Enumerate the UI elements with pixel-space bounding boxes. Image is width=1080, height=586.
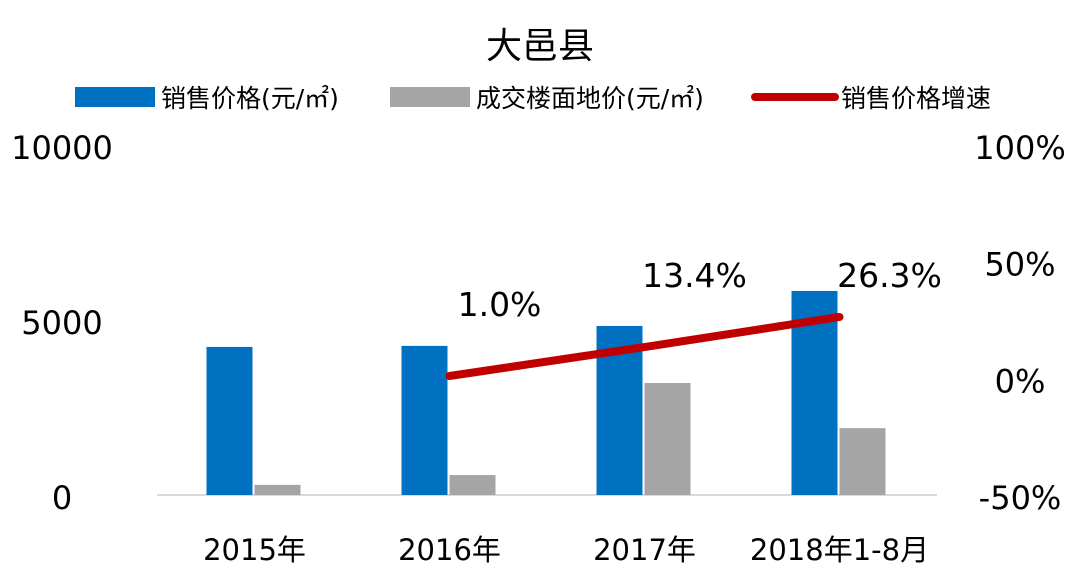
legend-label: 销售价格(元/㎡) [161,84,339,113]
growth-line: 1.0% 13.4% 26.3% [445,256,942,380]
bar-land-price [839,428,886,495]
right-axis: -50% 0% 50% 100% [974,129,1065,517]
legend-swatch [75,87,155,107]
growth-data-label: 13.4% [642,256,747,295]
growth-data-label: 1.0% [458,285,542,324]
legend-label: 销售价格增速 [841,84,991,113]
bar-land-price [644,383,691,495]
right-tick-label: -50% [979,479,1062,517]
bar-sales-price [401,345,448,495]
x-axis-labels: 2015年 2016年 2017年 2018年1-8月 [203,533,929,567]
bar-sales-price [206,346,253,495]
left-tick-label: 10000 [11,129,113,167]
legend-swatch [390,87,470,107]
chart-title: 大邑县 [486,26,594,67]
left-tick-label: 5000 [21,304,102,342]
legend-label: 成交楼面地价(元/㎡) [476,84,704,113]
x-tick-label: 2016年 [398,533,501,567]
bar-land-price [449,475,496,495]
right-tick-label: 100% [974,129,1065,167]
growth-data-label: 26.3% [837,256,942,295]
x-tick-label: 2017年 [593,533,696,567]
right-tick-label: 50% [984,246,1055,284]
right-tick-label: 0% [995,362,1046,400]
left-axis: 0 5000 10000 [11,129,113,517]
growth-line-path [445,312,844,380]
x-tick-label: 2015年 [203,533,306,567]
left-tick-label: 0 [52,479,72,517]
bar-land-price [254,484,301,495]
x-tick-label: 2018年1-8月 [750,533,929,567]
legend: 销售价格(元/㎡) 成交楼面地价(元/㎡) 销售价格增速 [75,84,991,113]
